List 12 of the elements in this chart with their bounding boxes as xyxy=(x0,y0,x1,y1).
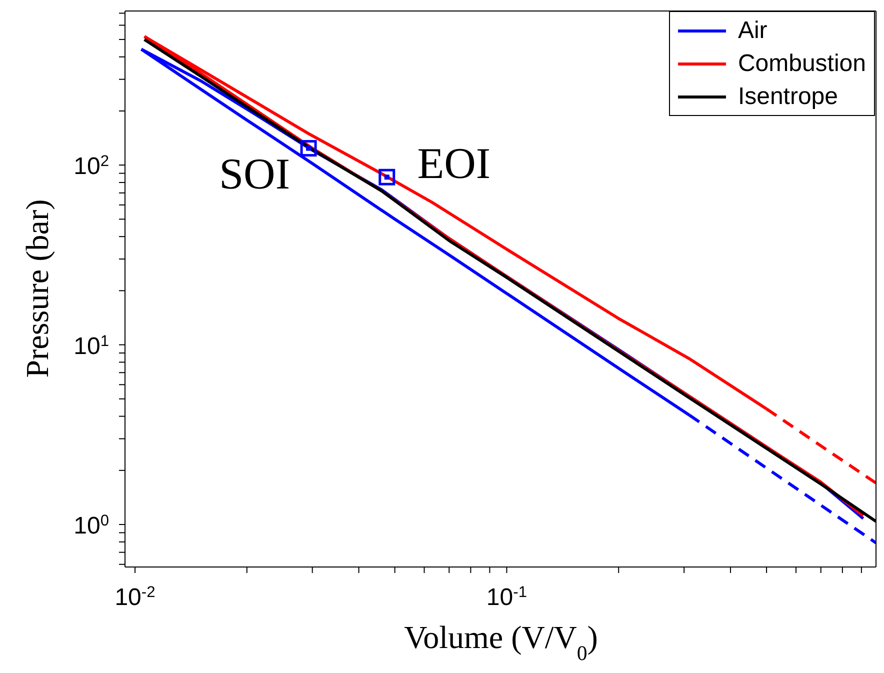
y-tick-label: 10$^{1}$ xyxy=(74,332,109,360)
y-axis-title: Pressure (bar) xyxy=(19,199,55,378)
y-tick-label: 10$^{2}$ xyxy=(74,152,109,180)
x-tick-label: 10$^{-1}$ xyxy=(486,584,528,611)
y-tick-label: 10$^{0}$ xyxy=(74,512,110,540)
x-axis-title: Volume (V/V$_{0}$) xyxy=(404,619,598,664)
legend-label: Isentrope xyxy=(738,82,838,112)
annotation: SOI xyxy=(219,149,290,198)
x-tick-label: 10$^{-2}$ xyxy=(114,584,156,611)
legend-label: Air xyxy=(738,16,768,46)
annotation: EOI xyxy=(417,139,491,188)
legend-label: Combustion xyxy=(738,49,866,79)
